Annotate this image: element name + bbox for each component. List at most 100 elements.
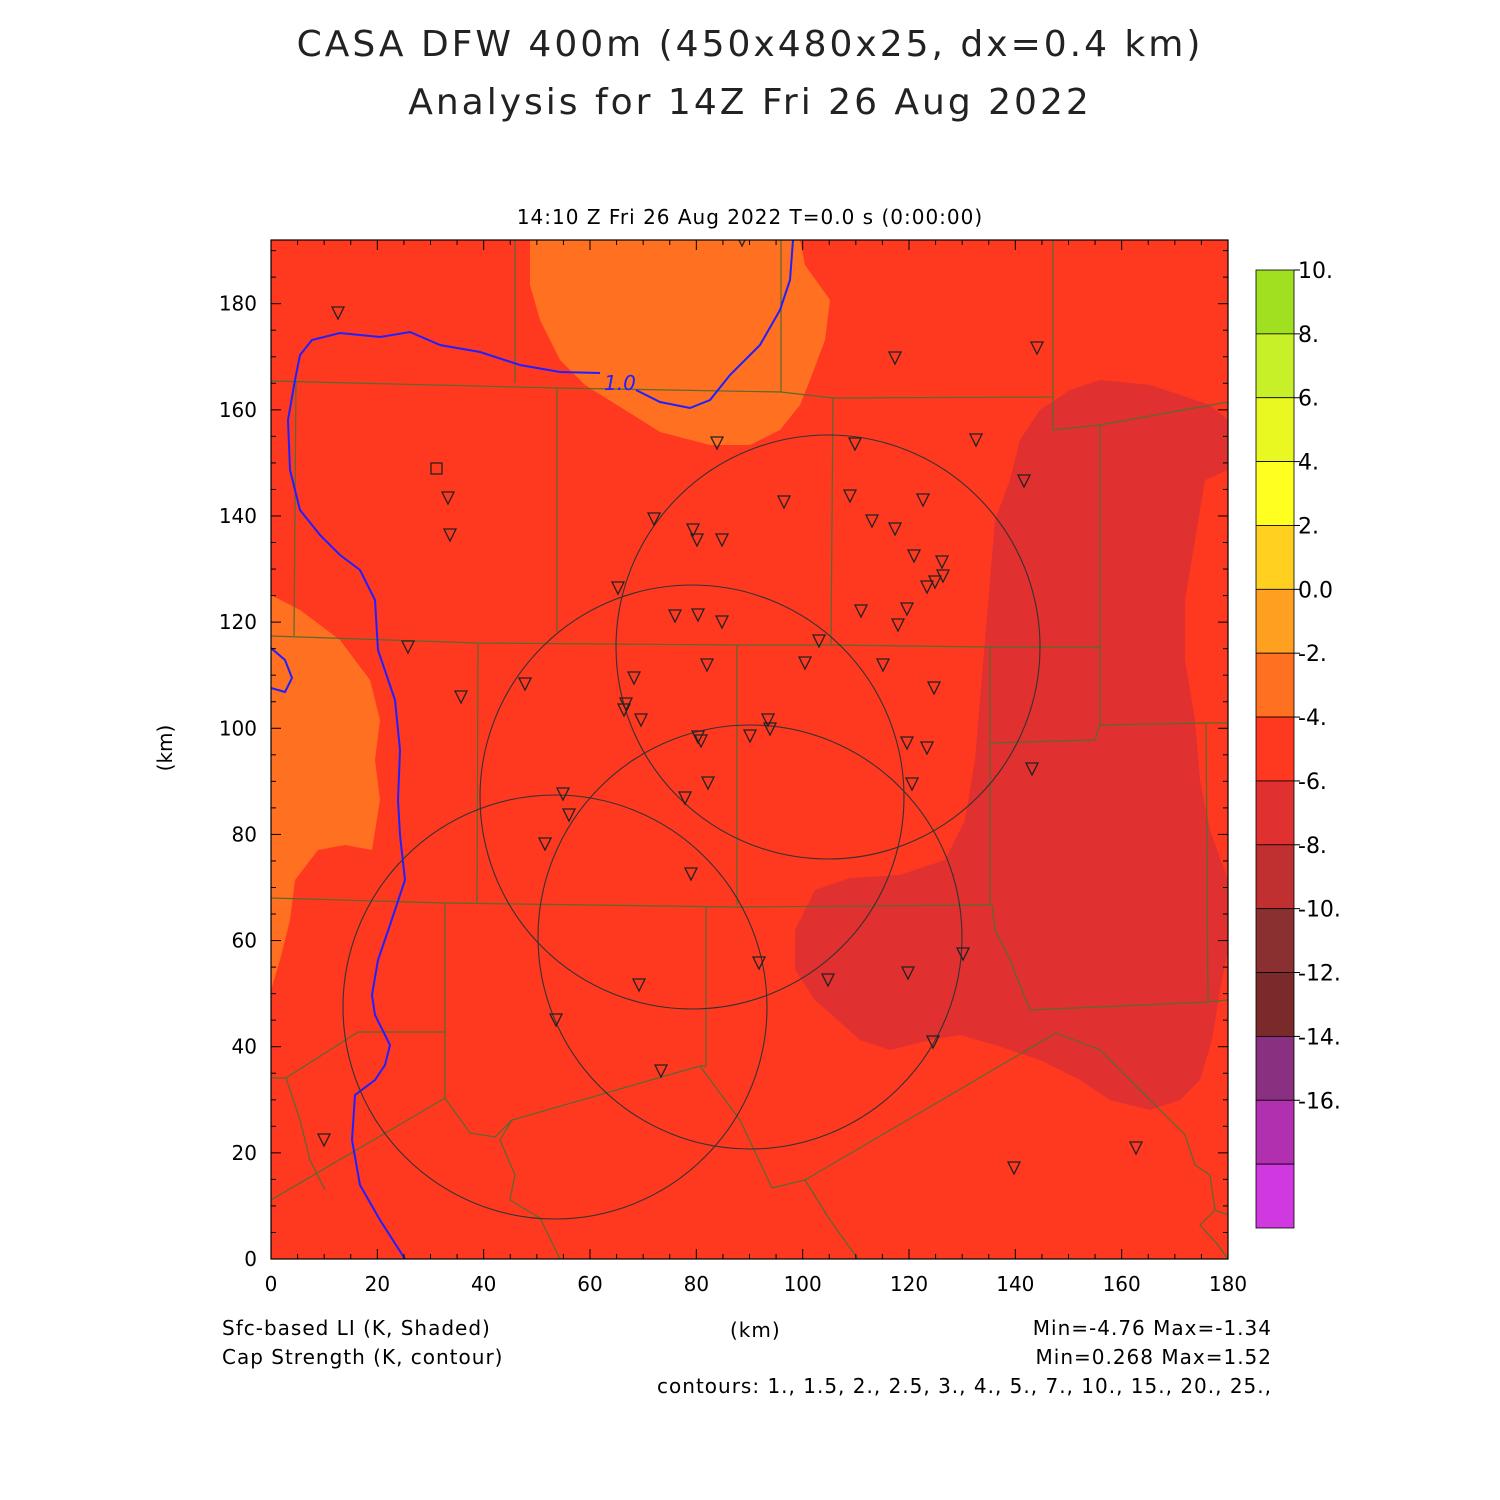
station-triangle xyxy=(887,351,903,366)
colorbar-label: -4. xyxy=(1298,706,1327,731)
colorbar-label: 6. xyxy=(1298,387,1319,412)
station-square-marker xyxy=(430,462,443,475)
colorbar-label: 0.0 xyxy=(1298,578,1333,603)
station-triangle xyxy=(847,437,863,452)
station-triangle xyxy=(548,1013,564,1028)
y-tick-label: 100 xyxy=(219,716,257,740)
colorbar-swatch xyxy=(1255,844,1295,910)
colorbar-label: -2. xyxy=(1298,642,1327,667)
station-triangle xyxy=(915,493,931,508)
x-tick-label: 120 xyxy=(890,1272,928,1296)
station-triangle xyxy=(887,522,903,537)
colorbar-swatch xyxy=(1255,525,1295,590)
station-triangle xyxy=(955,947,971,962)
station-triangle xyxy=(714,615,730,630)
x-tick-label: 40 xyxy=(471,1272,496,1296)
y-tick-label: 40 xyxy=(232,1035,257,1059)
station-triangle xyxy=(440,491,456,506)
chart-subtitle: Analysis for 14Z Fri 26 Aug 2022 xyxy=(408,82,1092,123)
contour-cap-1 xyxy=(635,240,794,410)
station-triangle xyxy=(1128,1141,1144,1156)
colorbar-swatch xyxy=(1255,1099,1295,1165)
station-triangle xyxy=(968,433,984,448)
y-axis-label: (km) xyxy=(153,725,177,772)
station-triangle xyxy=(667,609,683,624)
colorbar-label: 10. xyxy=(1298,259,1333,284)
station-triangle xyxy=(811,634,827,649)
contour-label: 1.0 xyxy=(604,371,636,395)
colorbar-swatch xyxy=(1255,397,1295,463)
station-triangle xyxy=(537,837,553,852)
station-triangle xyxy=(699,658,715,673)
radar-ring-north xyxy=(615,434,1041,860)
station-triangle xyxy=(685,523,701,538)
station-markers xyxy=(316,240,1144,1176)
footer-contour-range: Min=0.268 Max=1.52 xyxy=(1035,1345,1272,1369)
station-triangle xyxy=(906,549,922,564)
station-triangle xyxy=(760,713,776,728)
station-triangle xyxy=(626,671,642,686)
station-triangle xyxy=(899,602,915,617)
x-axis-label: (km) xyxy=(730,1318,781,1342)
station-triangle xyxy=(631,978,647,993)
footer-shaded-field: Sfc-based LI (K, Shaded) xyxy=(222,1316,491,1340)
colorbar-swatch xyxy=(1255,333,1295,399)
y-tick-label: 120 xyxy=(219,610,257,634)
station-triangle xyxy=(751,956,767,971)
colorbar-swatch xyxy=(1255,908,1295,973)
station-triangle xyxy=(400,640,416,655)
colorbar-label: -12. xyxy=(1298,962,1341,987)
x-tick-label: 60 xyxy=(577,1272,602,1296)
station-triangle xyxy=(714,533,730,548)
station-triangle xyxy=(742,729,758,744)
li-pocket-west xyxy=(271,650,290,692)
station-triangle xyxy=(693,734,709,749)
station-triangle xyxy=(934,555,950,570)
station-triangle xyxy=(330,306,346,321)
x-tick-label: 140 xyxy=(996,1272,1034,1296)
colorbar-swatch xyxy=(1255,972,1295,1037)
station-triangle xyxy=(683,867,699,882)
station-triangle xyxy=(453,690,469,705)
footer-contour-field: Cap Strength (K, contour) xyxy=(222,1345,504,1369)
station-triangle xyxy=(616,703,632,718)
colorbar-swatch xyxy=(1255,461,1295,526)
station-triangle xyxy=(709,436,725,451)
map-field: 1.0 xyxy=(271,240,1228,1259)
y-axis: 0 20 40 60 80 100 120 140 160 180 xyxy=(219,250,1228,1271)
station-triangle xyxy=(677,791,693,806)
station-triangle xyxy=(853,604,869,619)
station-triangle xyxy=(610,581,626,596)
station-triangle xyxy=(925,1035,941,1050)
colorbar-label: 8. xyxy=(1298,323,1319,348)
station-triangle xyxy=(926,681,942,696)
station-triangle xyxy=(904,777,920,792)
footer-shaded-range: Min=-4.76 Max=-1.34 xyxy=(1032,1316,1272,1340)
station-triangle xyxy=(1029,341,1045,356)
colorbar-label: 4. xyxy=(1298,451,1319,476)
station-triangle xyxy=(690,608,706,623)
colorbar-label: -8. xyxy=(1298,834,1327,859)
county-boundaries xyxy=(271,240,1228,1259)
station-triangle xyxy=(919,741,935,756)
station-triangle xyxy=(689,533,705,548)
station-triangle xyxy=(1016,474,1032,489)
station-triangle xyxy=(820,973,836,988)
x-tick-label: 100 xyxy=(784,1272,822,1296)
x-tick-label: 160 xyxy=(1103,1272,1141,1296)
li-region-cool-east xyxy=(795,380,1228,1110)
station-triangle xyxy=(555,787,571,802)
x-tick-label: 80 xyxy=(684,1272,709,1296)
station-triangle xyxy=(864,514,880,529)
station-triangle xyxy=(442,528,458,543)
x-tick-label: 180 xyxy=(1209,1272,1247,1296)
x-axis: 0 20 40 60 80 100 120 140 160 180 xyxy=(265,240,1247,1296)
colorbar-label: -14. xyxy=(1298,1025,1341,1050)
x-tick-label: 20 xyxy=(365,1272,390,1296)
station-triangle xyxy=(316,1133,332,1148)
station-triangle xyxy=(653,1064,669,1079)
li-region-warm-west xyxy=(271,595,380,990)
valid-time-label: 14:10 Z Fri 26 Aug 2022 T=0.0 s (0:00:00… xyxy=(516,205,984,229)
li-region-warm-north xyxy=(530,240,830,445)
